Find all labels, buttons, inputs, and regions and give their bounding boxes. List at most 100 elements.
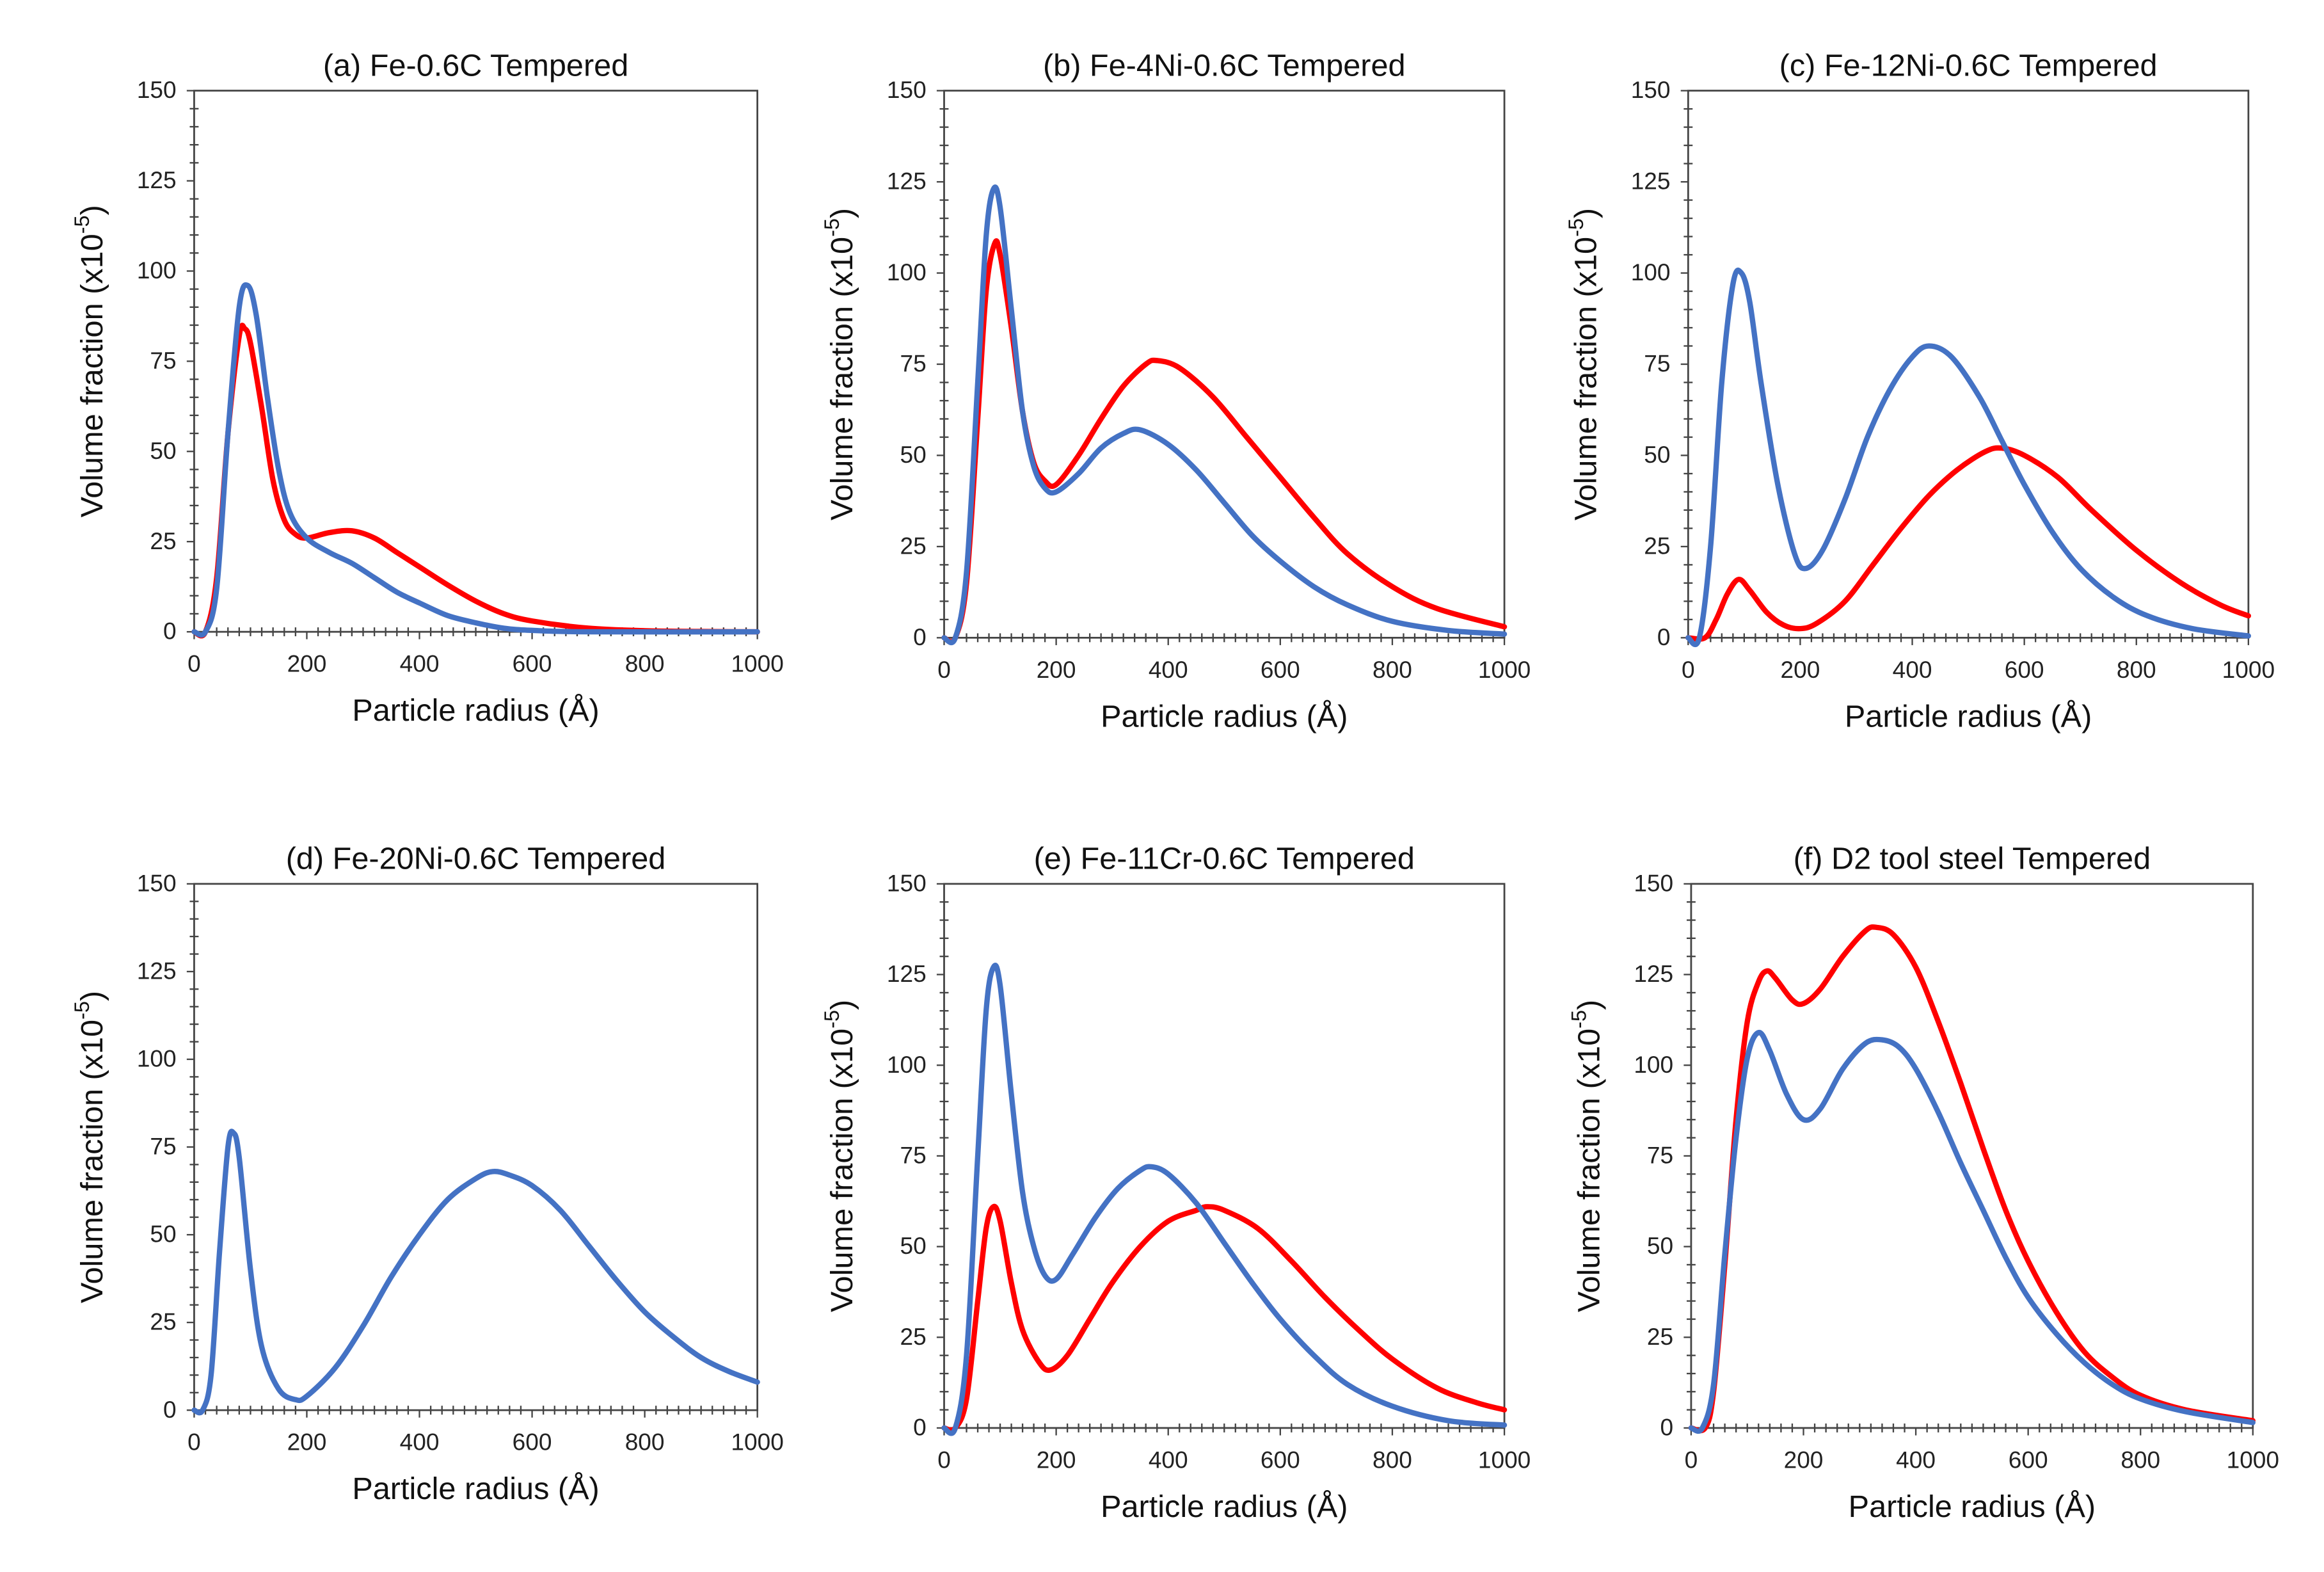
x-tick-label: 800 xyxy=(625,1429,665,1456)
x-tick-label: 800 xyxy=(625,650,665,677)
y-axis-label-text: Volume fraction (x10 xyxy=(1572,1029,1606,1312)
chart-panel-d: 0 25 50 75 100 125 150 0 200 400 600 800 1000 (d) Fe-… xyxy=(70,842,784,1506)
y-tick-label: 100 xyxy=(137,1045,177,1072)
red-series-line xyxy=(1688,924,2256,1434)
y-tick-label: 75 xyxy=(900,350,926,377)
x-tick-label: 1000 xyxy=(2227,1447,2279,1473)
y-tick-label: 100 xyxy=(1634,1051,1673,1078)
y-tick-label: 0 xyxy=(913,1414,927,1441)
x-tick-label: 400 xyxy=(1896,1447,1936,1473)
x-tick-label: 0 xyxy=(1685,1447,1698,1473)
y-axis-label: Volume fraction (x10-5) xyxy=(820,208,859,520)
x-tick-label: 600 xyxy=(513,650,552,677)
x-tick-label: 1000 xyxy=(731,650,783,677)
x-axis-label: Particle radius (Å) xyxy=(1845,699,2092,734)
y-tick-label: 0 xyxy=(913,623,927,650)
y-axis-label-text: Volume fraction (x10 xyxy=(75,1020,109,1303)
y-tick-label: 150 xyxy=(137,76,177,103)
y-axis-label: Volume fraction (x10-5) xyxy=(70,205,109,517)
chart-title: (a) Fe-0.6C Tempered xyxy=(323,48,628,83)
y-tick-label: 150 xyxy=(887,869,927,896)
y-axis-label-text: Volume fraction (x10 xyxy=(75,234,109,517)
chart-panel-f: 0 25 50 75 100 125 150 0 200 400 600 800 1000 (f) D2 … xyxy=(1567,842,2279,1524)
x-tick-label: 600 xyxy=(2005,656,2044,683)
x-tick-label: 200 xyxy=(1037,1447,1076,1473)
y-tick-label: 100 xyxy=(137,257,177,284)
y-tick-label: 100 xyxy=(887,1051,927,1078)
chart-panel-c: 0 25 50 75 100 125 150 0 200 400 600 800 1000 (c) Fe-… xyxy=(1564,48,2275,734)
y-tick-label: 25 xyxy=(1644,532,1670,559)
y-axis-label-close: ) xyxy=(825,1000,859,1010)
x-tick-label: 600 xyxy=(513,1429,552,1456)
y-tick-label: 100 xyxy=(887,259,927,285)
y-tick-label: 50 xyxy=(150,437,176,464)
y-tick-label: 150 xyxy=(887,76,927,103)
y-axis-label-exponent: -5 xyxy=(820,218,843,237)
y-tick-label: 75 xyxy=(1647,1142,1673,1169)
x-tick-label: 400 xyxy=(400,650,440,677)
y-axis-label: Volume fraction (x10-5) xyxy=(1567,1000,1606,1312)
y-tick-label: 75 xyxy=(1644,350,1670,377)
chart-title: (d) Fe-20Ni-0.6C Tempered xyxy=(286,842,666,876)
y-axis-label-close: ) xyxy=(75,205,109,215)
x-tick-label: 200 xyxy=(1037,656,1076,683)
chart-title: (f) D2 tool steel Tempered xyxy=(1794,842,2151,876)
y-axis-label-exponent: -5 xyxy=(820,1010,843,1029)
y-tick-label: 25 xyxy=(150,527,176,554)
x-tick-label: 400 xyxy=(1893,656,1932,683)
x-tick-label: 800 xyxy=(1373,656,1412,683)
chart-panel-b: 0 25 50 75 100 125 150 0 200 400 600 800 1000 (b) Fe-… xyxy=(820,48,1531,734)
x-axis-label: Particle radius (Å) xyxy=(1849,1489,2096,1524)
x-axis-label: Particle radius (Å) xyxy=(1101,699,1348,734)
x-tick-label: 600 xyxy=(1261,656,1300,683)
y-tick-label: 75 xyxy=(150,1133,176,1160)
x-tick-label: 600 xyxy=(2009,1447,2048,1473)
y-tick-label: 0 xyxy=(1657,623,1671,650)
y-axis-label-text: Volume fraction (x10 xyxy=(825,1029,859,1312)
x-tick-label: 800 xyxy=(1373,1447,1412,1473)
y-axis-label-exponent: -5 xyxy=(70,1001,93,1020)
red-series-line xyxy=(1685,445,2252,642)
y-axis-label-close: ) xyxy=(1569,208,1604,218)
y-tick-label: 25 xyxy=(900,532,926,559)
blue-series-line xyxy=(191,1128,760,1416)
y-tick-label: 100 xyxy=(1631,259,1671,285)
chart-title: (b) Fe-4Ni-0.6C Tempered xyxy=(1043,48,1406,83)
y-axis-label-close: ) xyxy=(1572,1000,1606,1010)
y-tick-label: 0 xyxy=(1660,1414,1674,1441)
x-tick-label: 0 xyxy=(187,650,201,677)
y-axis-label: Volume fraction (x10-5) xyxy=(820,1000,859,1312)
y-tick-label: 150 xyxy=(1631,76,1671,103)
y-tick-label: 50 xyxy=(1644,441,1670,468)
y-tick-label: 50 xyxy=(900,1232,926,1259)
y-tick-label: 25 xyxy=(1647,1323,1673,1350)
x-axis-label: Particle radius (Å) xyxy=(1101,1489,1348,1524)
y-tick-label: 50 xyxy=(1647,1232,1673,1259)
y-axis-label-close: ) xyxy=(75,991,109,1001)
y-tick-label: 25 xyxy=(900,1323,926,1350)
y-axis-label: Volume fraction (x10-5) xyxy=(70,991,109,1303)
x-tick-label: 400 xyxy=(1149,1447,1188,1473)
y-tick-label: 25 xyxy=(150,1308,176,1335)
blue-series-line xyxy=(941,184,1508,646)
x-tick-label: 800 xyxy=(2121,1447,2160,1473)
blue-series-line xyxy=(1685,268,2252,647)
chart-title: (e) Fe-11Cr-0.6C Tempered xyxy=(1034,842,1415,876)
chart-title: (c) Fe-12Ni-0.6C Tempered xyxy=(1779,48,2158,83)
y-tick-label: 125 xyxy=(887,168,927,195)
x-tick-label: 200 xyxy=(287,1429,327,1456)
x-tick-label: 400 xyxy=(1149,656,1188,683)
y-tick-label: 125 xyxy=(137,958,177,984)
y-axis-label-text: Volume fraction (x10 xyxy=(825,237,859,520)
x-tick-label: 0 xyxy=(187,1429,201,1456)
x-tick-label: 0 xyxy=(1682,656,1695,683)
plot-frame xyxy=(1687,90,2250,639)
plot-frame xyxy=(193,90,759,633)
x-tick-label: 600 xyxy=(1261,1447,1300,1473)
x-tick-label: 1000 xyxy=(731,1429,783,1456)
blue-series-line xyxy=(1688,1030,2256,1434)
y-axis-label: Volume fraction (x10-5) xyxy=(1564,208,1604,520)
x-axis-label: Particle radius (Å) xyxy=(352,1472,599,1506)
chart-panel-e: 0 25 50 75 100 125 150 0 200 400 600 800 1000 (e) Fe-… xyxy=(820,842,1531,1524)
